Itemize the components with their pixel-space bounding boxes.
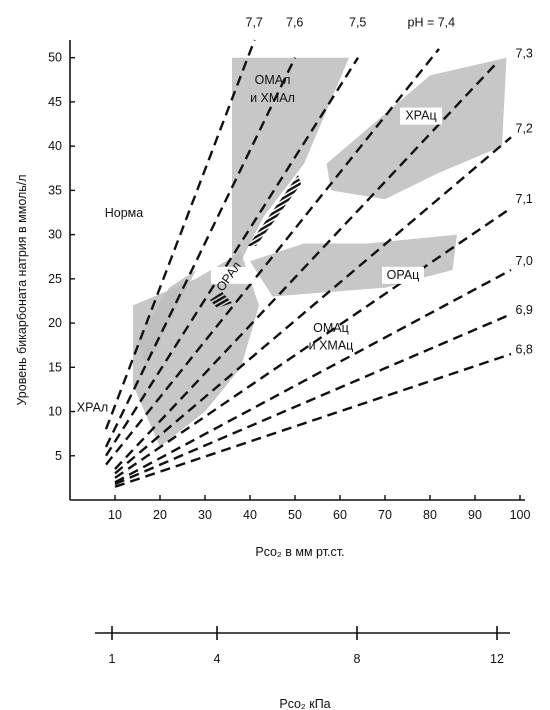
isopleth-line-1 (104, 57, 297, 448)
kpa-axis: 1 4 8 12 Pco₂ кПа (95, 626, 510, 710)
annotation-3: ХРАц (405, 109, 436, 123)
x-tick-label-8: 90 (468, 508, 482, 522)
y-tick-label-3: 20 (48, 316, 62, 330)
isopleth-line-2 (104, 57, 360, 457)
region-4 (137, 270, 196, 368)
annotation-8: и ХМАц (309, 339, 354, 353)
annotation-6: ХРАл (77, 401, 108, 415)
y-tick-label-1: 10 (48, 405, 62, 419)
y-ticks: 5 10 15 20 25 30 35 40 45 50 (48, 51, 75, 463)
isopleth-line-0 (104, 39, 256, 430)
hatched-mark-upper (248, 175, 301, 246)
isopleth-label-0: 7,7 (246, 15, 263, 29)
annotation-0: Норма (105, 206, 144, 220)
kpa-tick-label-2: 8 (354, 652, 361, 666)
isopleth-label-8: 6,9 (516, 303, 533, 317)
kpa-axis-title: Pco₂ кПа (279, 697, 330, 710)
isopleth-label-1: 7,6 (286, 15, 303, 29)
isopleth-label-6: 7,1 (516, 192, 533, 206)
y-tick-label-8: 45 (48, 95, 62, 109)
hatched-mark-lower (210, 292, 232, 308)
annotation-4: ОРАц (387, 268, 420, 282)
kpa-tick-label-0: 1 (109, 652, 116, 666)
x-tick-label-0: 10 (108, 508, 122, 522)
x-tick-label-5: 60 (333, 508, 347, 522)
isopleth-line-3 (105, 48, 440, 466)
isopleth-line-7 (114, 268, 512, 484)
isopleth-label-7: 7,0 (516, 254, 533, 268)
isopleth-line-5 (114, 136, 512, 475)
kpa-tick-label-3: 12 (490, 652, 504, 666)
x-tick-label-9: 100 (510, 508, 531, 522)
isopleth-line-4 (114, 61, 499, 470)
isopleth-layer (104, 39, 512, 488)
y-tick-label-6: 35 (48, 183, 62, 197)
x-tick-label-6: 70 (378, 508, 392, 522)
y-tick-label-7: 40 (48, 139, 62, 153)
y-axis-title: Уровень бикарбоната натрия в ммоль/л (15, 174, 29, 405)
y-tick-label-0: 5 (55, 449, 62, 463)
x-tick-label-2: 30 (198, 508, 212, 522)
isopleth-labels: 7,7 7,6 7,5 pH = 7,4 7,3 7,2 7,1 7,0 6,9 6,8 (246, 15, 533, 356)
region-1 (326, 57, 507, 200)
y-tick-label-2: 15 (48, 360, 62, 374)
kpa-tick-label-1: 4 (214, 652, 221, 666)
y-tick-label-4: 25 (48, 272, 62, 286)
isopleth-line-9 (114, 352, 512, 488)
hatched-marks (210, 175, 301, 308)
annotation-7: ОМАц (313, 321, 349, 335)
x-axis-title: Pco₂ в мм рт.ст. (255, 545, 344, 559)
x-tick-label-7: 80 (423, 508, 437, 522)
annotation-1: ОМАл (255, 73, 291, 87)
annotation-bg-4 (382, 266, 424, 284)
annotation-bg-3 (400, 107, 442, 125)
isopleth-label-2: 7,5 (349, 15, 366, 29)
main-axes (69, 40, 525, 501)
x-tick-label-3: 40 (243, 508, 257, 522)
isopleth-line-8 (114, 313, 512, 486)
x-ticks: 10 20 30 40 50 60 70 80 90 100 (108, 495, 530, 522)
region-0 (232, 57, 349, 279)
isopleth-label-5: 7,2 (516, 121, 533, 135)
isopleth-label-9: 6,8 (516, 343, 533, 357)
x-tick-label-4: 50 (288, 508, 302, 522)
isopleth-label-4: 7,3 (516, 46, 533, 60)
y-tick-label-9: 50 (48, 51, 62, 65)
y-tick-label-5: 30 (48, 228, 62, 242)
isopleth-label-3: pH = 7,4 (408, 15, 456, 29)
annotation-2: и ХМАл (250, 91, 295, 105)
annotation-bg-5 (211, 266, 253, 284)
kpa-ticks: 1 4 8 12 (109, 626, 504, 666)
x-tick-label-1: 20 (153, 508, 167, 522)
